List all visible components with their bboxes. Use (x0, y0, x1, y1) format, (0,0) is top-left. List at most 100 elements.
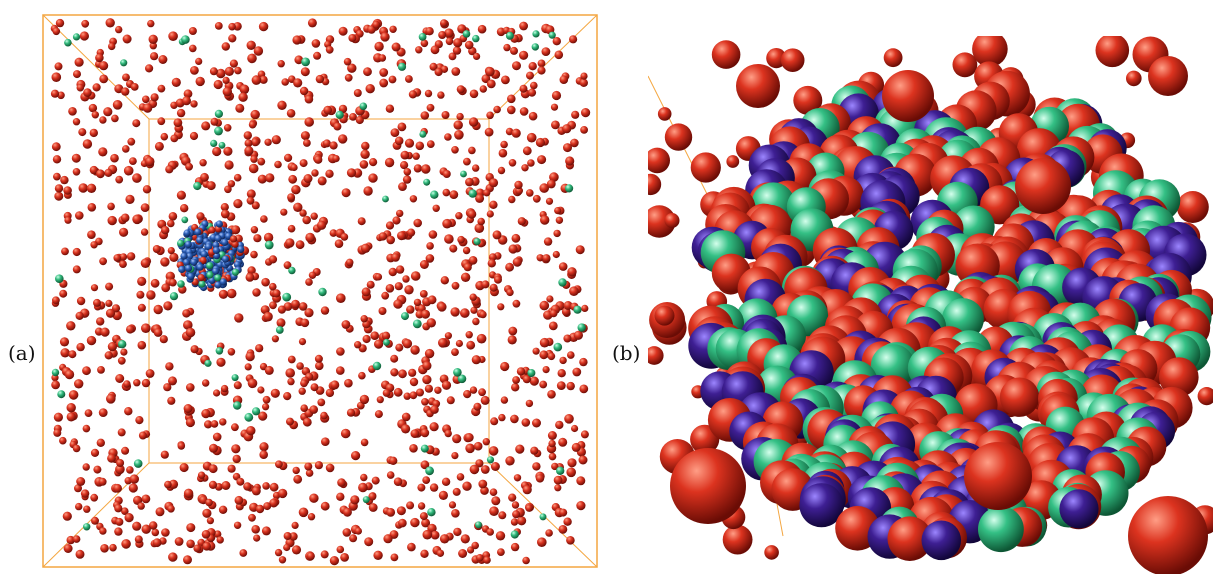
red-atom (519, 84, 528, 93)
red-atom (441, 111, 450, 119)
red-atom (449, 244, 458, 253)
red-atom (519, 50, 529, 60)
green-atom (181, 35, 190, 44)
red-atom (224, 66, 234, 76)
green-atom (72, 33, 81, 41)
red-atom (100, 327, 110, 337)
red-atom (572, 367, 582, 377)
red-atom (251, 525, 260, 534)
red-atom (64, 369, 75, 380)
red-atom (300, 404, 309, 413)
red-atom (291, 521, 299, 529)
red-atom (348, 34, 357, 42)
red-atom (99, 527, 107, 535)
red-atom (359, 394, 370, 405)
red-atom (347, 63, 357, 73)
red-atom (554, 207, 562, 215)
red-atom (416, 388, 424, 397)
red-atom (183, 89, 193, 99)
red-atom (106, 394, 116, 404)
red-atom (231, 225, 241, 235)
red-atom (393, 477, 403, 487)
red-atom (246, 40, 256, 50)
red-atom (262, 395, 271, 404)
red-atom (201, 530, 211, 539)
red-atom (764, 545, 779, 560)
red-atom (71, 153, 81, 163)
red-atom (1176, 191, 1209, 223)
red-atom (480, 486, 489, 495)
red-atom (298, 387, 306, 395)
red-atom (201, 121, 211, 131)
red-atom (260, 215, 268, 223)
red-atom (424, 384, 433, 393)
red-atom (465, 177, 474, 187)
red-atom (540, 215, 550, 225)
red-atom (222, 76, 230, 84)
red-atom (221, 481, 231, 490)
green-atom (288, 266, 296, 275)
green-atom (460, 170, 467, 178)
red-atom (165, 165, 174, 174)
red-atom (457, 235, 465, 244)
red-atom (576, 476, 586, 486)
red-atom (510, 46, 518, 55)
green-atom (372, 361, 382, 371)
red-atom (460, 308, 470, 318)
red-atom (53, 412, 63, 422)
red-atom (508, 326, 518, 336)
red-atom (512, 61, 521, 71)
red-atom (567, 458, 577, 468)
red-atom (571, 110, 580, 119)
red-atom (579, 384, 589, 394)
red-atom (224, 160, 234, 170)
red-atom (530, 81, 538, 90)
red-atom (489, 178, 499, 188)
red-atom (535, 474, 545, 483)
red-atom (119, 260, 127, 268)
red-atom (463, 157, 471, 166)
red-atom (427, 295, 437, 305)
red-atom (161, 283, 171, 293)
red-atom (505, 456, 515, 466)
red-atom (545, 529, 553, 537)
red-atom (521, 418, 531, 427)
red-atom (576, 501, 586, 511)
red-atom (548, 452, 557, 461)
red-atom (493, 105, 501, 114)
red-atom (463, 390, 472, 399)
red-atom (449, 190, 459, 200)
red-atom (291, 185, 301, 195)
red-atom (199, 159, 207, 167)
red-atom (233, 381, 242, 390)
red-atom (72, 247, 81, 257)
red-atom (451, 509, 460, 518)
red-atom (151, 528, 160, 537)
red-atom (338, 134, 348, 144)
red-atom (549, 172, 559, 182)
red-atom (313, 51, 322, 60)
red-atom (526, 71, 534, 80)
red-atom (183, 320, 193, 330)
red-atom (295, 240, 305, 250)
red-atom (508, 159, 517, 167)
red-atom (168, 31, 178, 41)
red-atom (491, 496, 501, 506)
red-atom (434, 67, 443, 77)
red-atom (160, 450, 169, 459)
red-atom (59, 436, 67, 445)
red-atom (539, 337, 550, 348)
red-atom (401, 412, 411, 422)
red-atom (472, 164, 480, 172)
red-atom (498, 511, 507, 520)
green-atom (177, 280, 185, 288)
cluster-atom (200, 250, 208, 258)
red-atom (108, 42, 116, 51)
red-atom (54, 62, 63, 71)
red-atom (512, 299, 521, 308)
red-atom (342, 507, 352, 517)
red-atom (522, 556, 530, 565)
red-atom (566, 467, 576, 478)
red-atom (516, 367, 526, 376)
red-atom (353, 89, 362, 97)
